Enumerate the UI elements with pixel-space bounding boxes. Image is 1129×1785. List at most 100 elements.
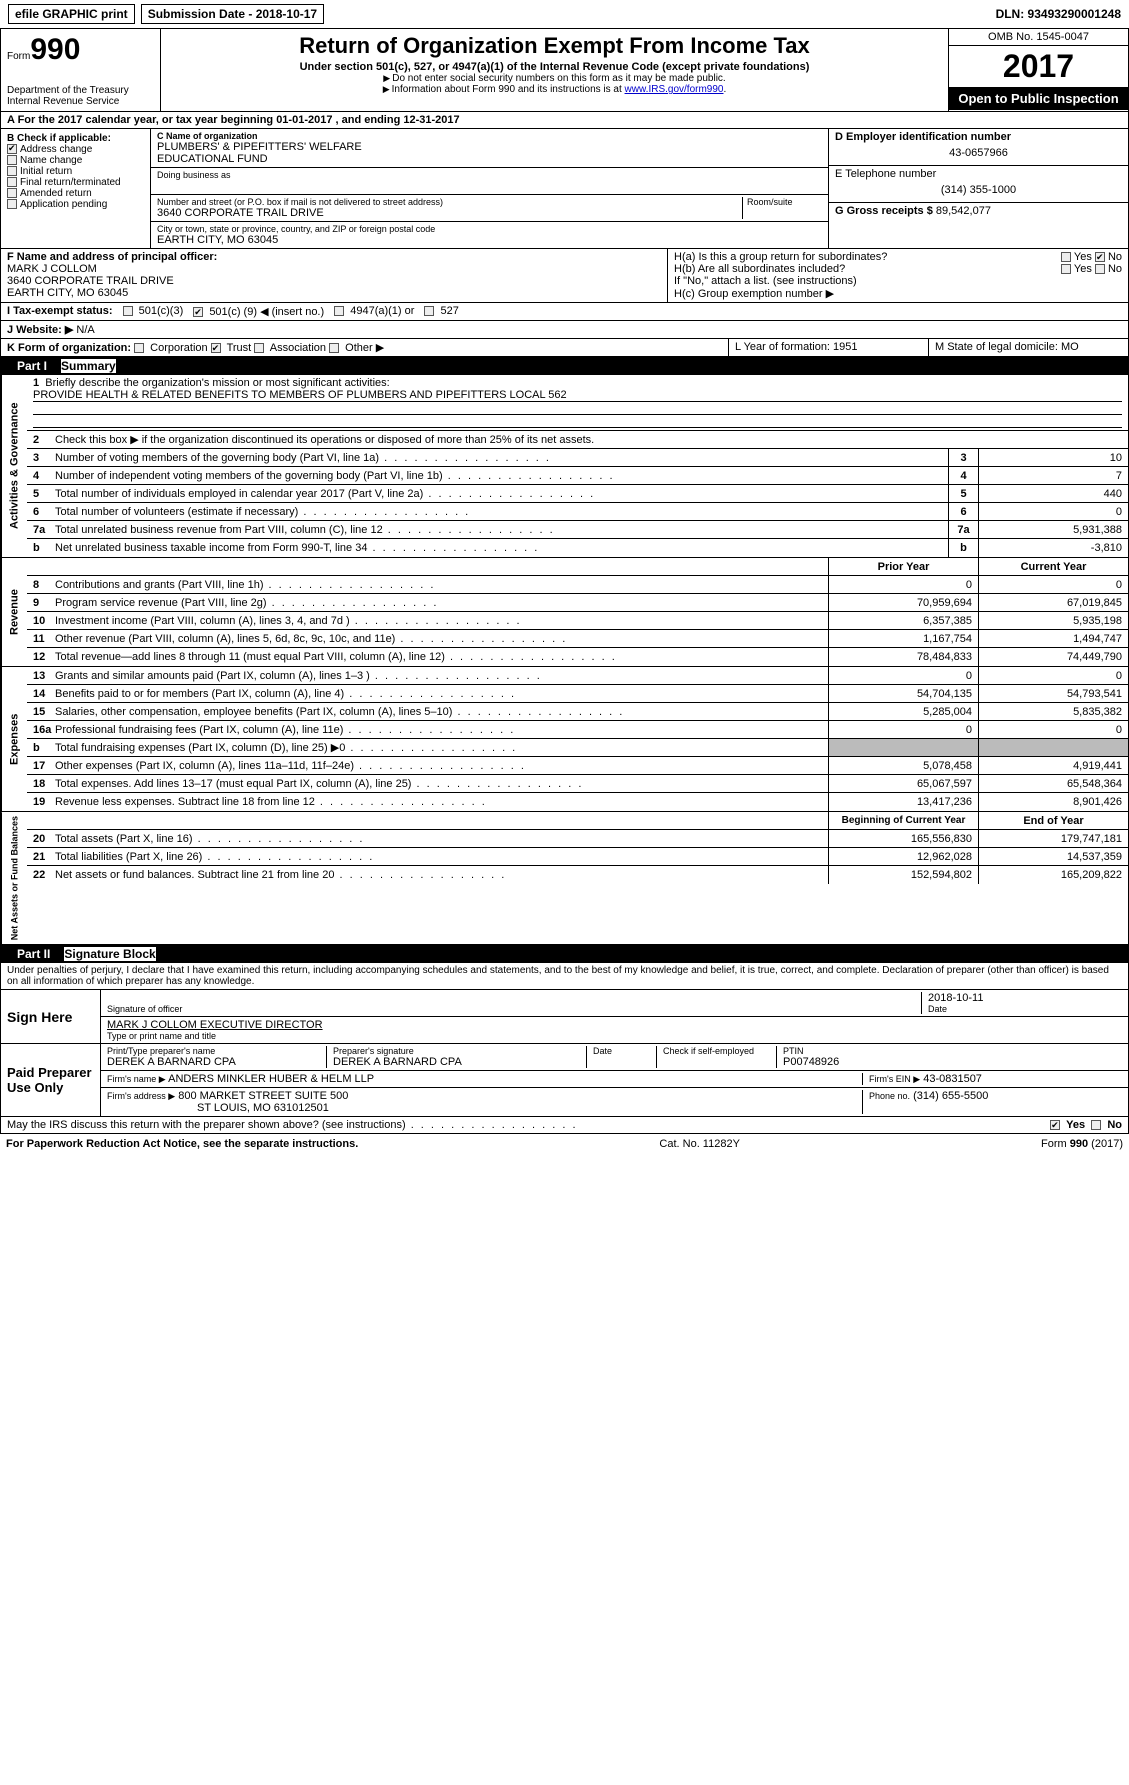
table-row: bTotal fundraising expenses (Part IX, co…	[27, 739, 1128, 757]
row-j-label: J Website: ▶	[7, 324, 73, 336]
hdr-beginning: Beginning of Current Year	[828, 812, 978, 829]
officer-addr2: EARTH CITY, MO 63045	[7, 287, 661, 299]
line2: Check this box ▶ if the organization dis…	[55, 433, 594, 446]
exp-tab: Expenses	[1, 667, 27, 811]
checkbox-discuss-no[interactable]	[1091, 1120, 1101, 1130]
sig-name-label: Type or print name and title	[107, 1031, 1122, 1041]
exp-section: Expenses 13Grants and similar amounts pa…	[1, 667, 1128, 812]
row-i-label: I Tax-exempt status:	[7, 305, 113, 318]
cat-no: Cat. No. 11282Y	[659, 1138, 740, 1150]
table-row: 15Salaries, other compensation, employee…	[27, 703, 1128, 721]
table-row: 17Other expenses (Part IX, column (A), l…	[27, 757, 1128, 775]
firm-addr-label: Firm's address ▶	[107, 1091, 175, 1101]
firm-name-label: Firm's name ▶	[107, 1074, 166, 1084]
firm-addr2: ST LOUIS, MO 631012501	[107, 1102, 862, 1114]
part-2: Part IISignature Block Under penalties o…	[0, 945, 1129, 990]
row-i-status: I Tax-exempt status: 501(c)(3) 501(c) (9…	[0, 303, 1129, 321]
org-name-2: EDUCATIONAL FUND	[157, 153, 822, 165]
row-k-label: K Form of organization:	[7, 342, 131, 354]
dba-label: Doing business as	[157, 170, 822, 180]
tax-year: 2017	[949, 46, 1128, 87]
topbar: efile GRAPHIC print Submission Date - 20…	[0, 0, 1129, 28]
table-row: 8Contributions and grants (Part VIII, li…	[27, 576, 1128, 594]
checkbox-initial-return[interactable]	[7, 166, 17, 176]
footer: For Paperwork Reduction Act Notice, see …	[0, 1134, 1129, 1154]
table-row: 9Program service revenue (Part VIII, lin…	[27, 594, 1128, 612]
city-value: EARTH CITY, MO 63045	[157, 234, 822, 246]
table-row: 19Revenue less expenses. Subtract line 1…	[27, 793, 1128, 811]
irs-link[interactable]: www.IRS.gov/form990	[625, 84, 724, 95]
ein-value: 43-0657966	[835, 143, 1122, 163]
checkbox-name-change[interactable]	[7, 155, 17, 165]
discuss-row: May the IRS discuss this return with the…	[0, 1117, 1129, 1134]
form-title: Return of Organization Exempt From Incom…	[169, 33, 940, 59]
prep-date-label: Date	[593, 1046, 656, 1056]
ptin-value: P00748926	[783, 1056, 1122, 1068]
rev-section: Revenue Prior YearCurrent Year 8Contribu…	[1, 558, 1128, 667]
firm-phone-label: Phone no.	[869, 1091, 910, 1101]
checkbox-address-change[interactable]	[7, 144, 17, 154]
hb-label: H(b) Are all subordinates included?	[674, 263, 845, 275]
table-row: 7aTotal unrelated business revenue from …	[27, 521, 1128, 539]
state-domicile: M State of legal domicile: MO	[928, 339, 1128, 356]
prep-name-label: Print/Type preparer's name	[107, 1046, 326, 1056]
checkbox-assoc[interactable]	[254, 343, 264, 353]
table-row: 5Total number of individuals employed in…	[27, 485, 1128, 503]
officer-name: MARK J COLLOM	[7, 263, 661, 275]
hdr-prior: Prior Year	[828, 558, 978, 575]
table-row: 12Total revenue—add lines 8 through 11 (…	[27, 648, 1128, 666]
org-name-label: C Name of organization	[157, 131, 822, 141]
col-c-org: C Name of organization PLUMBERS' & PIPEF…	[151, 129, 828, 248]
note-info: Information about Form 990 and its instr…	[392, 84, 625, 95]
line1-value: PROVIDE HEALTH & RELATED BENEFITS TO MEM…	[33, 389, 1122, 402]
checkbox-application-pending[interactable]	[7, 199, 17, 209]
open-to-public: Open to Public Inspection	[949, 87, 1128, 110]
efile-box: efile GRAPHIC print	[8, 4, 135, 24]
hc-label: H(c) Group exemption number ▶	[674, 287, 1122, 300]
h-note: If "No," attach a list. (see instruction…	[674, 275, 1122, 287]
firm-addr1: 800 MARKET STREET SUITE 500	[178, 1090, 348, 1102]
checkbox-amended[interactable]	[7, 188, 17, 198]
checkbox-corp[interactable]	[134, 343, 144, 353]
checkbox-4947[interactable]	[334, 306, 344, 316]
checkbox-final-return[interactable]	[7, 177, 17, 187]
checkbox-501c[interactable]	[193, 307, 203, 317]
row-f-officer: F Name and address of principal officer:…	[0, 249, 1129, 303]
officer-label: F Name and address of principal officer:	[7, 251, 661, 263]
signature-block: Sign Here Signature of officer 2018-10-1…	[0, 990, 1129, 1117]
net-section: Net Assets or Fund Balances Beginning of…	[1, 812, 1128, 944]
dept-label: Department of the Treasury	[7, 85, 154, 96]
part1-hdr: Part I	[9, 359, 55, 373]
ptin-label: PTIN	[783, 1046, 1122, 1056]
gross-label: G Gross receipts $	[835, 205, 933, 217]
irs-label: Internal Revenue Service	[7, 96, 154, 107]
checkbox-hb-no[interactable]	[1095, 264, 1105, 274]
firm-name: ANDERS MINKLER HUBER & HELM LLP	[168, 1073, 374, 1085]
checkbox-ha-no[interactable]	[1095, 252, 1105, 262]
submission-date-box: Submission Date - 2018-10-17	[141, 4, 324, 24]
table-row: 16aProfessional fundraising fees (Part I…	[27, 721, 1128, 739]
checkbox-527[interactable]	[424, 306, 434, 316]
table-row: 3Number of voting members of the governi…	[27, 449, 1128, 467]
room-label: Room/suite	[747, 197, 822, 207]
checkbox-ha-yes[interactable]	[1061, 252, 1071, 262]
checkbox-501c3[interactable]	[123, 306, 133, 316]
checkbox-hb-yes[interactable]	[1061, 264, 1071, 274]
firm-phone: (314) 655-5500	[913, 1090, 988, 1102]
org-name-1: PLUMBERS' & PIPEFITTERS' WELFARE	[157, 141, 822, 153]
checkbox-discuss-yes[interactable]	[1050, 1120, 1060, 1130]
year-formation: L Year of formation: 1951	[728, 339, 928, 356]
table-row: 14Benefits paid to or for members (Part …	[27, 685, 1128, 703]
checkbox-trust[interactable]	[211, 343, 221, 353]
col-b-title: B Check if applicable:	[7, 133, 144, 144]
rev-tab: Revenue	[1, 558, 27, 666]
sig-name: MARK J COLLOM EXECUTIVE DIRECTOR	[107, 1019, 1122, 1031]
gov-section: Activities & Governance 1 Briefly descri…	[1, 375, 1128, 558]
table-row: 20Total assets (Part X, line 16)165,556,…	[27, 830, 1128, 848]
table-row: bNet unrelated business taxable income f…	[27, 539, 1128, 557]
phone-label: E Telephone number	[835, 168, 1122, 180]
phone-value: (314) 355-1000	[835, 180, 1122, 200]
sig-date-label: Date	[928, 1004, 1122, 1014]
paid-preparer-label: Paid Preparer Use Only	[1, 1044, 101, 1116]
checkbox-other[interactable]	[329, 343, 339, 353]
